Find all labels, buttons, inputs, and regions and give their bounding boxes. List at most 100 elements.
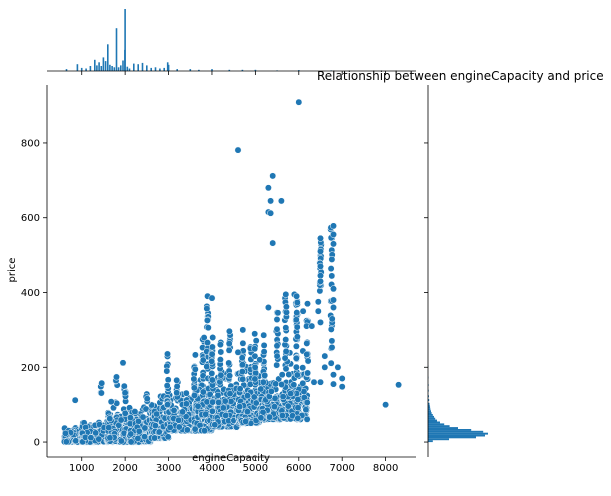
data-point <box>183 426 191 434</box>
data-point <box>330 304 337 311</box>
marginal-y-bar <box>428 423 445 426</box>
data-point <box>252 369 260 377</box>
data-point <box>208 357 216 365</box>
marginal-x-bar <box>111 66 113 71</box>
data-point <box>151 434 159 442</box>
data-point <box>164 350 171 358</box>
data-point <box>203 305 211 313</box>
data-point <box>273 352 281 360</box>
marginal-x-bar <box>65 69 68 71</box>
data-point <box>264 184 272 192</box>
data-point <box>330 285 337 293</box>
data-point <box>328 315 336 323</box>
data-point <box>200 334 208 342</box>
data-point <box>164 401 171 409</box>
data-point <box>330 222 337 230</box>
data-point <box>173 389 181 397</box>
data-point <box>282 365 290 373</box>
marginal-y-bar <box>428 402 430 405</box>
data-point <box>328 272 336 280</box>
data-point <box>117 437 125 445</box>
data-point <box>107 398 115 406</box>
data-point <box>87 434 95 442</box>
marginal-x-bar <box>124 9 126 71</box>
data-point <box>272 380 280 388</box>
data-point <box>209 398 217 406</box>
data-point <box>163 382 171 390</box>
scatter-points <box>60 98 403 446</box>
data-point <box>97 389 105 397</box>
data-point <box>316 287 324 295</box>
data-point <box>208 343 216 351</box>
marginal-x-bar <box>189 69 192 71</box>
data-point <box>243 408 251 416</box>
data-point <box>338 383 346 391</box>
y-tick-label: 600 <box>21 213 40 224</box>
data-point <box>190 375 198 383</box>
data-point <box>62 438 70 446</box>
data-point <box>317 247 324 255</box>
data-point <box>236 403 244 411</box>
data-point <box>293 292 301 300</box>
marginal-x-bar <box>241 69 244 71</box>
marginal-x-bar <box>94 59 96 71</box>
marginal-x-bar <box>133 63 135 71</box>
data-point <box>314 307 322 315</box>
data-point <box>216 341 224 349</box>
data-point <box>106 434 114 442</box>
data-point <box>105 424 113 432</box>
data-point <box>292 342 300 350</box>
data-point <box>330 296 337 304</box>
marginal-x-bar <box>166 62 169 71</box>
data-point <box>141 424 149 432</box>
data-point <box>251 375 259 383</box>
marginal-y-bar <box>428 406 431 409</box>
data-point <box>277 197 285 205</box>
data-point <box>173 376 181 384</box>
data-point <box>267 387 275 395</box>
marginal-x-bar <box>167 64 170 71</box>
data-point <box>303 350 311 358</box>
data-point <box>327 325 335 333</box>
marginal-x-bar <box>298 70 300 71</box>
marginal-y-bar <box>428 414 433 416</box>
data-point <box>302 406 310 414</box>
data-point <box>282 303 290 311</box>
marginal-y-histogram <box>424 85 488 457</box>
data-point <box>251 330 259 338</box>
data-point <box>226 390 234 398</box>
data-point <box>295 98 303 106</box>
marginal-x-bar <box>254 69 257 71</box>
marginal-x-bar <box>89 66 92 71</box>
x-tick-label: 3000 <box>156 463 181 474</box>
data-point <box>173 382 181 390</box>
marginal-x-bar <box>228 69 231 71</box>
marginal-x-bar <box>154 67 157 71</box>
data-point <box>317 234 324 242</box>
data-point <box>155 428 163 436</box>
data-point <box>72 437 80 445</box>
marginal-x-bar <box>100 66 103 71</box>
data-point <box>222 411 230 419</box>
data-point <box>267 197 275 205</box>
data-point <box>179 408 187 416</box>
data-point <box>299 307 307 315</box>
marginal-y-bar <box>428 430 484 433</box>
x-tick-label: 5000 <box>243 463 268 474</box>
y-tick-label: 200 <box>21 363 40 374</box>
data-point <box>293 299 301 306</box>
data-point <box>292 363 300 371</box>
data-point <box>208 369 216 377</box>
data-point <box>303 339 311 347</box>
data-point <box>308 322 316 330</box>
data-point <box>294 414 302 422</box>
data-point <box>290 381 298 389</box>
data-point <box>250 393 258 401</box>
marginal-x-bar <box>113 67 116 71</box>
marginal-y-bar <box>428 432 488 435</box>
marginal-y-bar <box>428 417 436 420</box>
y-tick-label: 400 <box>21 288 40 299</box>
marginal-x-bar <box>85 68 87 71</box>
data-point <box>126 414 134 422</box>
data-point <box>127 430 135 438</box>
